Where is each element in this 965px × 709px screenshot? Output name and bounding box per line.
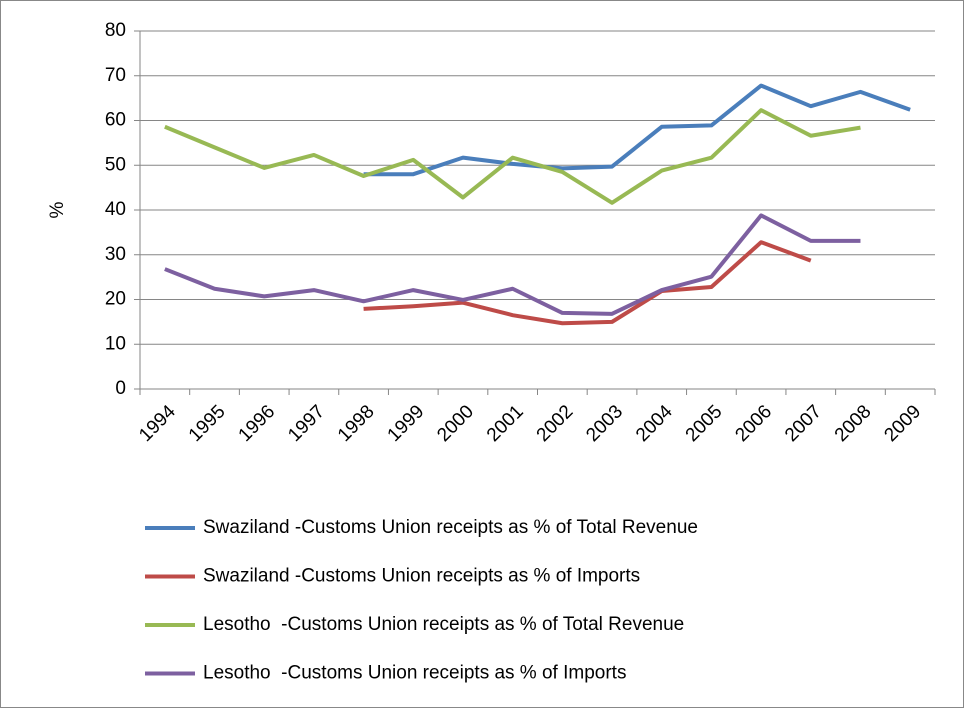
data-line: [363, 240, 812, 326]
legend-label: Lesotho -Customs Union receipts as % of …: [203, 614, 684, 635]
legend-label: Swaziland -Customs Union receipts as % o…: [203, 517, 698, 538]
legend-label: Lesotho -Customs Union receipts as % of …: [203, 663, 626, 684]
y-tick-label: 70: [105, 65, 126, 86]
y-tick-label: 60: [105, 110, 126, 131]
legend-label: Swaziland -Customs Union receipts as % o…: [203, 566, 640, 587]
data-line: [363, 83, 911, 177]
y-tick-label: 30: [105, 244, 126, 265]
data-line: [164, 213, 861, 316]
data-line: [164, 108, 861, 205]
y-tick-label: 40: [105, 199, 126, 220]
y-tick-label: 10: [105, 333, 126, 354]
y-axis-label: %: [47, 201, 68, 218]
y-tick-label: 80: [105, 20, 126, 41]
y-tick-label: 20: [105, 289, 126, 310]
y-tick-label: 0: [115, 378, 126, 399]
y-tick-label: 50: [105, 154, 126, 175]
